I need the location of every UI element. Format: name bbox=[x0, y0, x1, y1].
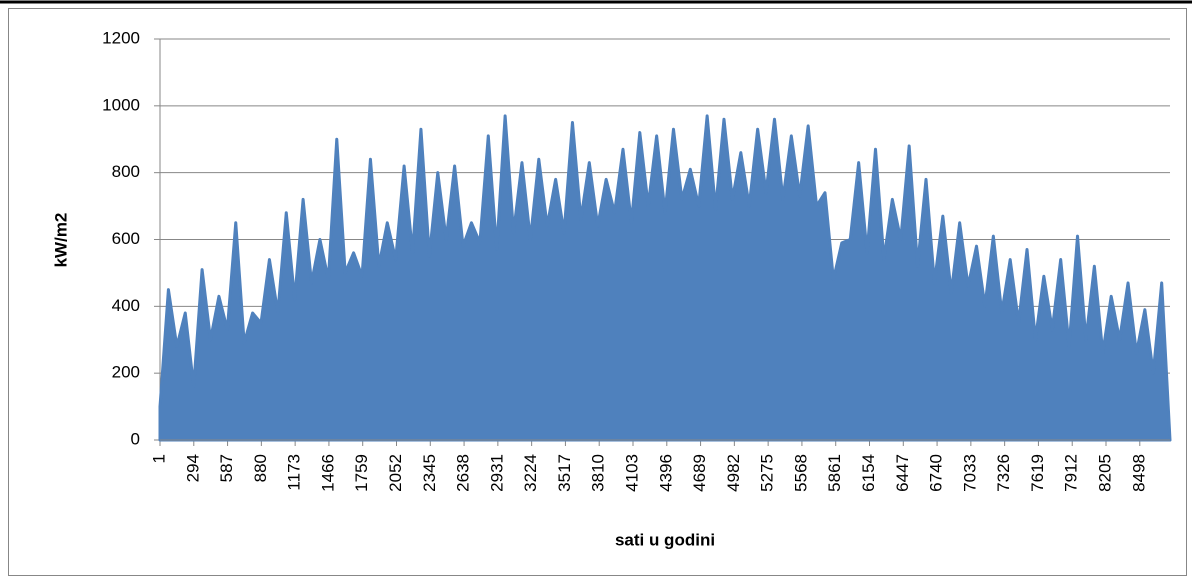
x-tick-label: 1 bbox=[149, 454, 168, 463]
x-tick-label: 1759 bbox=[352, 454, 371, 492]
x-tick-label: 7326 bbox=[994, 454, 1013, 492]
x-tick-label: 6740 bbox=[927, 454, 946, 492]
x-tick-label: 8498 bbox=[1129, 454, 1148, 492]
x-tick-label: 4396 bbox=[656, 454, 675, 492]
x-tick-label: 6154 bbox=[859, 454, 878, 492]
x-tick-label: 7912 bbox=[1062, 454, 1081, 492]
x-tick-label: 4982 bbox=[724, 454, 743, 492]
y-tick-label: 1200 bbox=[102, 28, 140, 47]
chart-border bbox=[8, 8, 1187, 576]
area bbox=[158, 114, 1172, 442]
x-tick-label: 4103 bbox=[622, 454, 641, 492]
x-tick-label: 880 bbox=[251, 454, 270, 482]
y-tick-label: 400 bbox=[112, 296, 140, 315]
x-tick-label: 2052 bbox=[386, 454, 405, 492]
x-tick-label: 6447 bbox=[893, 454, 912, 492]
x-tick-label: 8205 bbox=[1095, 454, 1114, 492]
x-tick-label: 3224 bbox=[521, 454, 540, 492]
x-tick-label: 587 bbox=[217, 454, 236, 482]
y-tick-label: 200 bbox=[112, 363, 140, 382]
x-tick-label: 1173 bbox=[285, 454, 304, 491]
x-tick-label: 2345 bbox=[420, 454, 439, 492]
y-tick-label: 1000 bbox=[102, 95, 140, 114]
x-tick-label: 7619 bbox=[1028, 454, 1047, 492]
x-tick-label: 4689 bbox=[690, 454, 709, 492]
x-tick-label: 5568 bbox=[791, 454, 810, 492]
y-tick-label: 600 bbox=[112, 229, 140, 248]
x-tick-label: 2638 bbox=[454, 454, 473, 492]
x-tick-label: 7033 bbox=[960, 454, 979, 492]
x-tick-label: 5275 bbox=[758, 454, 777, 492]
x-tick-label: 3810 bbox=[589, 454, 608, 492]
x-tick-label: 294 bbox=[183, 454, 202, 482]
x-tick-label: 3517 bbox=[555, 454, 574, 492]
y-axis-title: kW/m2 bbox=[51, 213, 70, 268]
x-axis-title: sati u godini bbox=[615, 530, 715, 549]
y-tick-label: 800 bbox=[112, 162, 140, 181]
y-tick-label: 0 bbox=[131, 429, 140, 448]
x-tick-label: 1466 bbox=[318, 454, 337, 492]
x-tick-label: 2931 bbox=[487, 454, 506, 492]
x-tick-label: 5861 bbox=[825, 454, 844, 492]
